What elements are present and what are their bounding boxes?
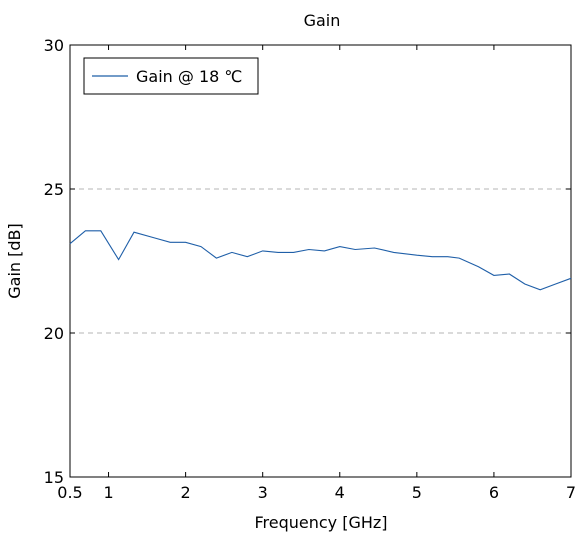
y-axis-title: Gain [dB] <box>5 223 24 299</box>
x-tick-label: 6 <box>489 483 499 502</box>
grid-lines <box>70 188 571 334</box>
plot-area-frame <box>69 44 572 478</box>
x-tick-label: 5 <box>412 483 422 502</box>
x-tick-label: 3 <box>258 483 268 502</box>
chart-title: Gain <box>304 11 341 30</box>
legend-label: Gain @ 18 ℃ <box>136 67 242 86</box>
x-tick-label: 0.5 <box>57 483 82 502</box>
x-tick-label: 7 <box>566 483 576 502</box>
y-tick-label: 15 <box>44 468 64 487</box>
legend: Gain @ 18 ℃ <box>83 57 259 95</box>
x-tick-label: 1 <box>103 483 113 502</box>
series-line-gain <box>69 230 572 291</box>
y-tick-label: 20 <box>44 324 64 343</box>
x-axis-title: Frequency [GHz] <box>254 513 387 532</box>
x-tick-label: 4 <box>335 483 345 502</box>
y-tick-label: 30 <box>44 36 64 55</box>
x-tick-label: 2 <box>181 483 191 502</box>
y-tick-label: 25 <box>44 180 64 199</box>
axis-ticks: 15 20 25 30 0.5 1 2 3 4 5 6 7 <box>44 36 576 502</box>
